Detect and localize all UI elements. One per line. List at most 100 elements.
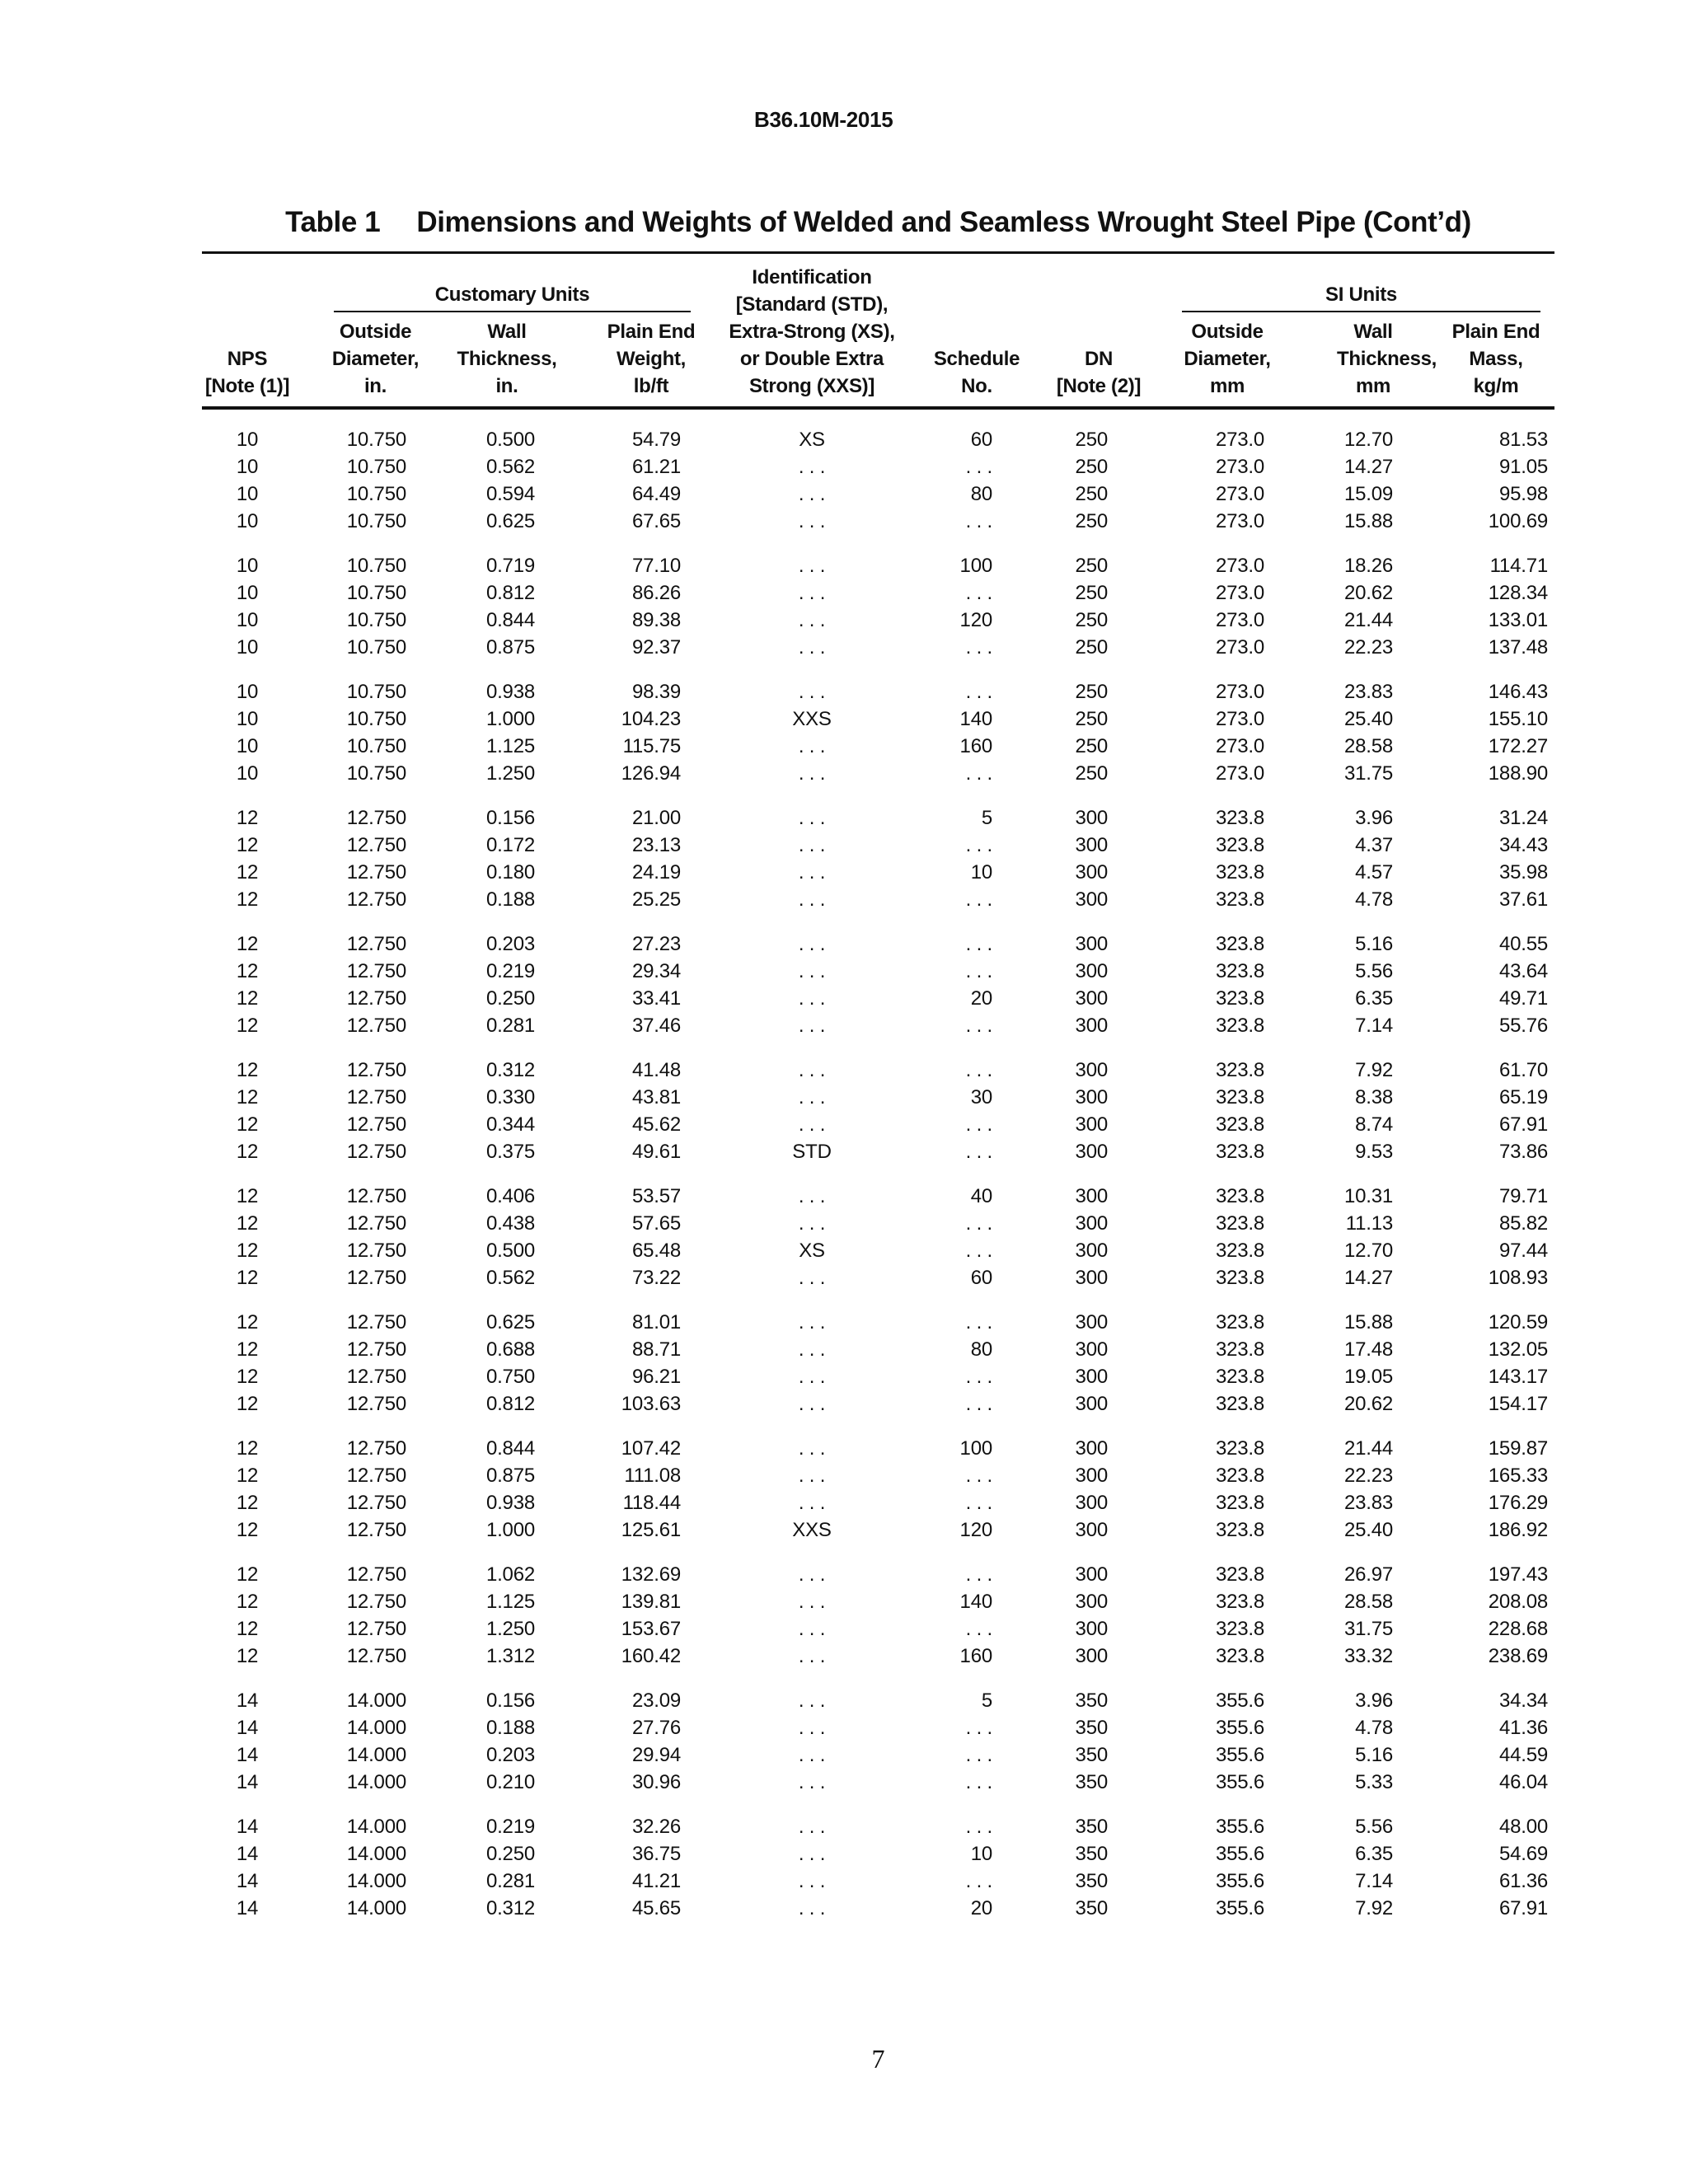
cell-schedule-no: 80 bbox=[970, 1338, 992, 1361]
cell-mass-kgm: 81.53 bbox=[1498, 428, 1548, 451]
cell-weight-lbft: 88.71 bbox=[631, 1338, 681, 1361]
cell-od-mm: 273.0 bbox=[1215, 680, 1264, 703]
cell-identification: . . . bbox=[798, 1770, 826, 1793]
cell-dn: 300 bbox=[1075, 1617, 1109, 1640]
cell-nps: 12 bbox=[236, 959, 259, 982]
cell-dn: 250 bbox=[1075, 707, 1109, 730]
cell-wall-mm: 4.78 bbox=[1355, 888, 1393, 911]
cell-nps: 10 bbox=[236, 428, 259, 451]
cell-identification: . . . bbox=[798, 932, 826, 955]
cell-dn: 250 bbox=[1075, 554, 1109, 577]
cell-wall-mm: 10.31 bbox=[1343, 1184, 1393, 1207]
cell-nps: 12 bbox=[236, 1239, 259, 1262]
cell-weight-lbft: 49.61 bbox=[631, 1140, 681, 1163]
cell-nps: 12 bbox=[236, 806, 259, 829]
cell-weight-lbft: 25.25 bbox=[631, 888, 681, 911]
cell-schedule-no: . . . bbox=[965, 1058, 993, 1081]
cell-dn: 300 bbox=[1075, 1085, 1109, 1108]
cell-nps: 14 bbox=[236, 1896, 259, 1919]
cell-od-mm: 355.6 bbox=[1215, 1743, 1264, 1766]
cell-wall-in: 0.312 bbox=[485, 1896, 535, 1919]
cell-wall-mm: 18.26 bbox=[1343, 554, 1393, 577]
cell-od-in: 10.750 bbox=[346, 428, 406, 451]
cell-weight-lbft: 111.08 bbox=[624, 1464, 681, 1487]
cell-wall-mm: 15.88 bbox=[1343, 1310, 1393, 1333]
cell-od-mm: 323.8 bbox=[1215, 1644, 1264, 1667]
cell-nps: 10 bbox=[236, 707, 259, 730]
cell-nps: 12 bbox=[236, 1184, 259, 1207]
table-row: 12 12.750 0.344 45.62 . . . . . . 300 323.8 8.74… bbox=[202, 1111, 1554, 1138]
cell-od-mm: 323.8 bbox=[1215, 1184, 1264, 1207]
cell-mass-kgm: 143.17 bbox=[1488, 1365, 1548, 1388]
cell-od-mm: 273.0 bbox=[1215, 707, 1264, 730]
cell-od-in: 12.750 bbox=[346, 1436, 406, 1460]
cell-identification: . . . bbox=[798, 482, 826, 505]
cell-dn: 300 bbox=[1075, 1464, 1109, 1487]
cell-weight-lbft: 43.81 bbox=[631, 1085, 681, 1108]
cell-dn: 350 bbox=[1075, 1689, 1109, 1712]
page-number: 7 bbox=[871, 2044, 885, 2074]
cell-od-in: 10.750 bbox=[346, 509, 406, 532]
table-row: 14 14.000 0.281 41.21 . . . . . . 350 355.6 7.14… bbox=[202, 1868, 1554, 1895]
cell-schedule-no: 160 bbox=[959, 734, 993, 757]
cell-dn: 300 bbox=[1075, 860, 1109, 883]
cell-wall-mm: 5.56 bbox=[1355, 959, 1393, 982]
cell-wall-mm: 4.57 bbox=[1355, 860, 1393, 883]
cell-wall-mm: 21.44 bbox=[1343, 1436, 1393, 1460]
table-row: 12 12.750 1.000 125.61 XXS 120 300 323.8 25.40 18… bbox=[202, 1516, 1554, 1544]
cell-wall-mm: 5.33 bbox=[1355, 1770, 1393, 1793]
table-row: 12 12.750 0.812 103.63 . . . . . . 300 323.8 20.… bbox=[202, 1390, 1554, 1418]
cell-weight-lbft: 61.21 bbox=[631, 455, 681, 478]
cell-weight-lbft: 81.01 bbox=[631, 1310, 681, 1333]
cell-mass-kgm: 188.90 bbox=[1488, 762, 1548, 785]
cell-mass-kgm: 48.00 bbox=[1498, 1815, 1548, 1838]
cell-nps: 12 bbox=[236, 1310, 259, 1333]
cell-od-mm: 323.8 bbox=[1215, 1212, 1264, 1235]
cell-identification: . . . bbox=[798, 1869, 826, 1892]
cell-wall-mm: 23.83 bbox=[1343, 680, 1393, 703]
cell-weight-lbft: 96.21 bbox=[631, 1365, 681, 1388]
cell-schedule-no: . . . bbox=[965, 1869, 993, 1892]
cell-od-in: 14.000 bbox=[346, 1869, 406, 1892]
cell-schedule-no: . . . bbox=[965, 833, 993, 856]
cell-wall-in: 0.219 bbox=[485, 959, 535, 982]
cell-od-mm: 323.8 bbox=[1215, 932, 1264, 955]
cell-dn: 300 bbox=[1075, 1491, 1109, 1514]
cell-dn: 300 bbox=[1075, 987, 1109, 1010]
cell-weight-lbft: 21.00 bbox=[631, 806, 681, 829]
cell-mass-kgm: 154.17 bbox=[1488, 1392, 1548, 1415]
cell-dn: 300 bbox=[1075, 959, 1109, 982]
table-row: 10 10.750 1.125 115.75 . . . 160 250 273.0 28.58… bbox=[202, 733, 1554, 760]
table-row: 10 10.750 0.812 86.26 . . . . . . 250 273.0 20.6… bbox=[202, 579, 1554, 607]
cell-nps: 12 bbox=[236, 1617, 259, 1640]
table-number: Table 1 bbox=[285, 206, 381, 238]
cell-wall-in: 0.210 bbox=[485, 1770, 535, 1793]
cell-nps: 12 bbox=[236, 860, 259, 883]
cell-od-mm: 273.0 bbox=[1215, 581, 1264, 604]
cell-wall-mm: 6.35 bbox=[1355, 987, 1393, 1010]
cell-identification: XS bbox=[799, 1239, 825, 1262]
cell-schedule-no: 20 bbox=[970, 1896, 992, 1919]
cell-identification: . . . bbox=[798, 1113, 826, 1136]
cell-weight-lbft: 67.65 bbox=[631, 509, 681, 532]
cell-nps: 12 bbox=[236, 1590, 259, 1613]
cell-wall-in: 0.188 bbox=[485, 1716, 535, 1739]
table-row: 12 12.750 0.203 27.23 . . . . . . 300 323.8 5.16… bbox=[202, 930, 1554, 958]
cell-identification: . . . bbox=[798, 1743, 826, 1766]
table-row: 14 14.000 0.156 23.09 . . . 5 350 355.6 3.96 34.3… bbox=[202, 1687, 1554, 1714]
cell-schedule-no: 20 bbox=[970, 987, 992, 1010]
cell-wall-in: 0.875 bbox=[485, 635, 535, 658]
cell-wall-mm: 20.62 bbox=[1343, 1392, 1393, 1415]
cell-schedule-no: . . . bbox=[965, 1770, 993, 1793]
cell-nps: 12 bbox=[236, 833, 259, 856]
column-header-wall-mm: Wall Thickness, mm bbox=[1337, 321, 1437, 397]
cell-schedule-no: . . . bbox=[965, 888, 993, 911]
cell-schedule-no: . . . bbox=[965, 1140, 993, 1163]
cell-mass-kgm: 228.68 bbox=[1488, 1617, 1548, 1640]
cell-od-mm: 355.6 bbox=[1215, 1770, 1264, 1793]
cell-weight-lbft: 118.44 bbox=[622, 1491, 682, 1514]
cell-nps: 12 bbox=[236, 1365, 259, 1388]
cell-mass-kgm: 197.43 bbox=[1488, 1563, 1548, 1586]
cell-od-in: 10.750 bbox=[346, 734, 406, 757]
cell-wall-mm: 26.97 bbox=[1343, 1563, 1393, 1586]
